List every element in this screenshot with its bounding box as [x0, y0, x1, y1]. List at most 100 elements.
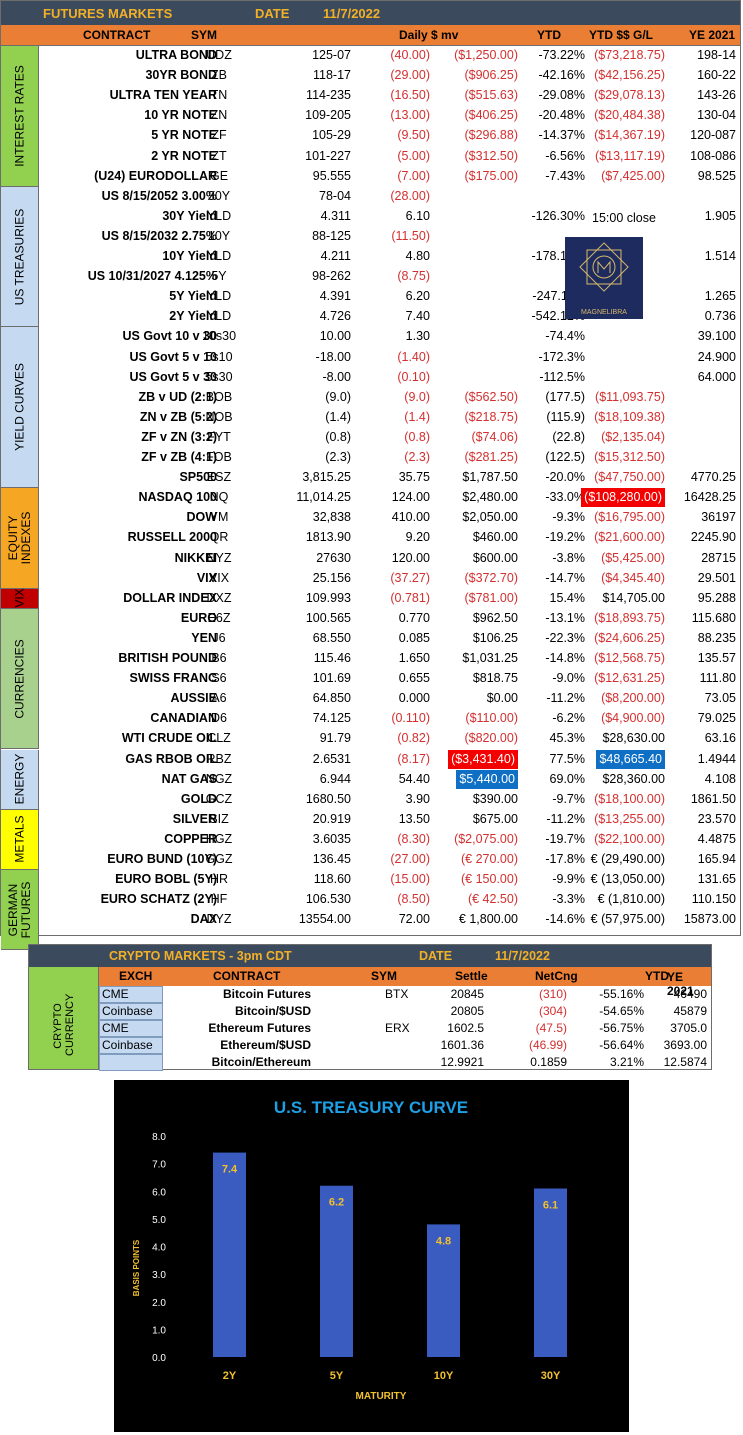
cell-ytd: -6.2% [552, 711, 585, 726]
cell-price: 64.850 [312, 691, 351, 706]
cell-price: (2.3) [325, 450, 351, 464]
cell-chg: (5.00) [397, 148, 430, 163]
cell-ytd: -20.0% [545, 470, 585, 485]
cell-sym: HGZ [205, 831, 233, 846]
crypto-column-header: EXCH CONTRACT SYM Settle NetCng YTD [99, 967, 711, 986]
cell-dmv: $1,787.50 [462, 470, 518, 485]
cell-contract: Bitcoin/$USD [234, 1004, 311, 1018]
cell-ye: 3705.0 [670, 1021, 707, 1035]
cell-dmv: ($820.00) [464, 731, 518, 746]
cell-ytdgl: ($7,425.00) [601, 168, 665, 183]
futures-table: FUTURES MARKETS DATE 11/7/2022 CONTRACT … [0, 0, 741, 951]
cell-ye: 2245.90 [690, 530, 736, 545]
section-label-text: ENERGY [12, 753, 26, 805]
futures-row: VIX VIX 25.156 (37.27) ($372.70) -14.7% ($4,34… [39, 569, 740, 589]
cell-dmv: (€ 270.00) [461, 852, 518, 866]
cell-ytd: -11.2% [546, 811, 585, 826]
cell-price: 101-227 [305, 148, 351, 163]
cell-ytdgl: ($12,631.25) [594, 671, 665, 686]
cell-ytd: -9.0% [552, 671, 585, 686]
section-label-german-futures: GERMAN FUTURES [1, 870, 39, 951]
cell-dmv: $962.50 [472, 610, 518, 625]
ccol-sym: SYM [371, 969, 398, 983]
cell-contract: SP500 [179, 470, 217, 485]
cell-ytd: -13.1% [545, 610, 585, 625]
cell-ye: 28715 [701, 550, 736, 565]
cell-ye: 108-086 [690, 148, 736, 163]
cell-ytdgl: $14,705.00 [602, 590, 665, 605]
cell-contract: COPPER [164, 831, 217, 846]
cell-ye: 115.680 [691, 610, 736, 625]
cell-ytdgl: ($47,750.00) [594, 470, 665, 485]
futures-row: SWISS FRANC S6 101.69 0.655 $818.75 -9.0% ($12… [39, 669, 740, 689]
cell-ytd: -126.30% [531, 208, 585, 223]
cell-dmv: ($515.63) [464, 88, 518, 103]
cell-price: (0.8) [325, 429, 351, 444]
cell-contract: VIX [196, 570, 217, 585]
cell-chg: 7.40 [405, 309, 430, 324]
section-label-text: METALS [12, 815, 26, 863]
cell-ye: 111.80 [699, 671, 736, 686]
cell-contract: 30YR BOND [145, 68, 217, 83]
cell-price: 114-235 [306, 88, 351, 103]
cell-sym: TN [210, 88, 228, 103]
cell-ytd: -19.7% [545, 831, 585, 846]
crypto-title: CRYPTO MARKETS - 3pm CDT [109, 949, 292, 963]
cell-price: 3.6035 [312, 831, 351, 846]
cell-dmv: € 1,800.00 [458, 912, 518, 927]
section-label-text: CURRENCIES [12, 638, 26, 719]
cell-contract: ZB v UD (2:1) [138, 389, 217, 404]
cell-ye: 16428.25 [683, 490, 736, 505]
cell-contract: SILVER [172, 811, 217, 826]
cell-sym: SIZ [209, 811, 229, 826]
cell-price: 10.00 [319, 329, 351, 344]
cell-chg: 0.085 [398, 630, 430, 645]
cell-ytdgl: ($29,078.13) [594, 88, 665, 103]
cell-ytdgl: ($18,109.38) [594, 409, 665, 424]
cell-ytd: 45.3% [549, 731, 585, 746]
futures-row: NASDAQ 100 NQ 11,014.25 124.00 $2,480.00 -33.… [39, 488, 740, 508]
futures-row: 10 YR NOTE ZN 109-205 (13.00) ($406.25) -20.4… [39, 106, 740, 126]
magnelibra-logo: MAGNELIBRA [565, 237, 643, 319]
cell-dmv: (€ 42.50) [467, 892, 518, 907]
cell-ye: 79.025 [697, 711, 736, 726]
crypto-header: CRYPTO MARKETS - 3pm CDT DATE 11/7/2022 [29, 945, 711, 967]
cell-price: 1680.50 [305, 791, 351, 806]
cell-net: (47.5) [535, 1021, 567, 1035]
cell-dmv: ($3,431.40) [448, 749, 518, 769]
section-label-text: VIX [12, 588, 26, 608]
cell-sym: NQ [209, 490, 229, 505]
cell-ytd: -112.5% [539, 369, 585, 384]
cell-chg: 6.10 [405, 208, 430, 223]
cell-contract: US Govt 10 v 30 [122, 329, 218, 344]
cell-price: 2.6531 [312, 751, 351, 766]
cell-ye: 1.905 [704, 208, 736, 223]
cell-chg: 54.40 [398, 771, 430, 786]
cell-sym: ZB [211, 68, 227, 83]
cell-dmv: (€ 150.00) [461, 872, 518, 887]
ccol-ye-2021: YE 2021 [667, 970, 694, 998]
futures-row: CANADIAN D6 74.125 (0.110) ($110.00) -6.2% ($4… [39, 709, 740, 729]
cell-dmv: $106.25 [472, 630, 518, 645]
cell-chg: (8.30) [397, 831, 430, 846]
cell-sym: YM [209, 510, 229, 525]
cell-ytdgl: € (1,810.00) [597, 892, 665, 907]
cell-contract: ZF v ZN (3:2) [141, 429, 217, 444]
cell-ytd: -42.16% [538, 68, 585, 83]
cell-ytd: 3.21% [609, 1055, 644, 1069]
cell-chg: 0.655 [398, 671, 430, 686]
crypto-side-text: CRYPTO CURRENCY [51, 993, 76, 1057]
futures-row: GOLD GCZ 1680.50 3.90 $390.00 -9.7% ($18,100.0… [39, 790, 740, 810]
futures-row: DAX DYZ 13554.00 72.00 € 1,800.00 -14.6% € (57… [39, 910, 740, 930]
futures-row: 2 YR NOTE ZT 101-227 (5.00) ($312.50) -6.56% (… [39, 147, 740, 167]
cell-dmv: $675.00 [472, 811, 518, 826]
y-tick-label: 4.0 [152, 1243, 166, 1254]
crypto-date-label: DATE [419, 949, 453, 963]
cell-ye: 4.108 [704, 771, 736, 786]
cell-chg: 4.80 [405, 249, 430, 263]
cell-ytdgl: ($20,484.38) [594, 108, 665, 123]
cell-ytd: -74.4% [545, 329, 585, 344]
x-tick-label: 5Y [330, 1370, 344, 1382]
cell-chg: 13.50 [398, 811, 430, 826]
cell-price: 95.555 [312, 168, 351, 183]
